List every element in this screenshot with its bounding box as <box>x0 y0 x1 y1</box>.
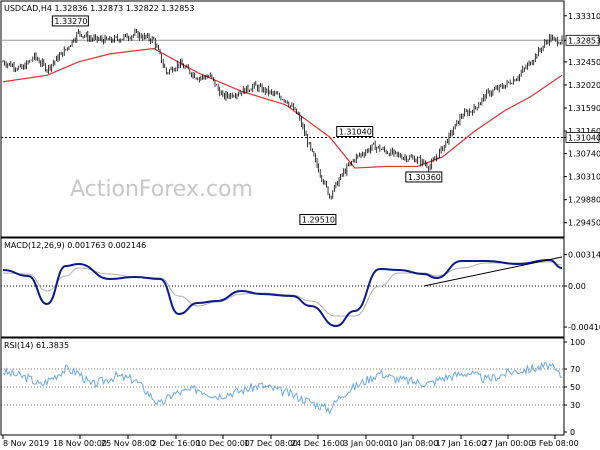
price-y-tick-label: 1.30310 <box>568 173 600 182</box>
x-tick-label: 3 Feb 08:00 <box>531 439 578 448</box>
price-y-tick-label: 1.30740 <box>568 150 600 159</box>
rsi-y-tick-label: 0 <box>570 428 575 437</box>
price-y-tick-label: 1.31160 <box>568 127 600 136</box>
price-annotation-box <box>299 214 337 226</box>
x-tick-label: 17 Jan 16:00 <box>436 439 487 448</box>
macd-y-tick-label: 0.00314 <box>568 251 600 260</box>
price-annotation-box <box>405 171 443 183</box>
price-candles <box>2 28 563 200</box>
price-annotation-label: 1.33270 <box>54 17 87 26</box>
x-tick-label: 2 Dec 16:00 <box>152 439 201 448</box>
macd-y-tick-label: 0.00 <box>568 282 586 291</box>
x-tick-label: 8 Nov 2019 <box>3 439 49 448</box>
macd-panel-frame <box>0 237 565 338</box>
price-y-tick-label: 1.31040 <box>568 133 600 142</box>
price-annotation-box <box>336 125 374 137</box>
x-tick-label: 25 Nov 08:00 <box>101 439 155 448</box>
current-price-badge <box>565 34 600 46</box>
macd-panel-title: MACD(12,26,9) 0.001763 0.002146 <box>4 241 146 250</box>
price-y-axis: 1.33310 1.32853 1.32450 1.32020 1.31590 1.311… <box>564 12 600 228</box>
macd-signal-line <box>2 261 563 317</box>
price-level-lines <box>1 39 564 138</box>
rsi-y-tick-label: 100 <box>570 338 585 347</box>
x-tick-label: 27 Jan 00:00 <box>483 439 534 448</box>
x-tick-label: 10 Dec 00:00 <box>196 439 250 448</box>
watermark: ActionForex.com <box>70 177 253 202</box>
macd-trendline <box>423 256 563 287</box>
macd-y-tick-label: -0.004108 <box>568 323 600 332</box>
price-y-tick-label: 1.32020 <box>568 81 600 90</box>
price-y-tick-label: 1.29450 <box>568 219 600 228</box>
moving-average-line <box>2 47 563 169</box>
macd-y-axis: 0.00314 0.00 -0.004108 <box>564 251 600 332</box>
price-panel-title: USDCAD,H4 1.32836 1.32873 1.32822 1.3285… <box>4 4 194 13</box>
price-annotation-label: 1.29510 <box>302 216 335 225</box>
rsi-panel-title: RSI(14) 61.3835 <box>4 341 69 350</box>
rsi-line <box>2 361 563 415</box>
price-y-tick-label: 1.32450 <box>568 58 600 67</box>
rsi-y-axis: 100 70 50 30 0 <box>564 338 585 437</box>
x-tick-label: 18 Nov 00:00 <box>53 439 107 448</box>
rsi-y-tick-label: 50 <box>570 383 580 392</box>
x-tick-label: 24 Dec 16:00 <box>291 439 345 448</box>
price-y-tick-label: 1.33310 <box>568 12 600 21</box>
price-annotation-label: 1.31040 <box>339 127 372 136</box>
x-tick-label: 10 Jan 08:00 <box>388 439 439 448</box>
x-tick-label: 17 Dec 08:00 <box>244 439 298 448</box>
macd-plot <box>1 256 564 328</box>
price-annotation-label: 1.30360 <box>408 173 441 182</box>
rsi-plot <box>1 361 564 415</box>
price-annotation-box <box>51 15 89 27</box>
macd-line <box>2 258 563 328</box>
price-y-tick-label: 1.31590 <box>568 104 600 113</box>
level-price-badge <box>565 132 600 143</box>
price-panel-frame <box>0 0 565 238</box>
rsi-y-tick-label: 70 <box>570 365 580 374</box>
x-tick-label: 3 Jan 00:00 <box>343 439 389 448</box>
rsi-panel-frame <box>0 337 565 436</box>
price-y-tick-label: 1.32853 <box>568 36 600 45</box>
price-y-tick-label: 1.29880 <box>568 196 600 205</box>
moving-average <box>2 47 563 169</box>
price-annotations: 1.33270 1.31040 1.30360 1.29510 <box>51 15 443 226</box>
rsi-y-tick-label: 30 <box>570 401 580 410</box>
